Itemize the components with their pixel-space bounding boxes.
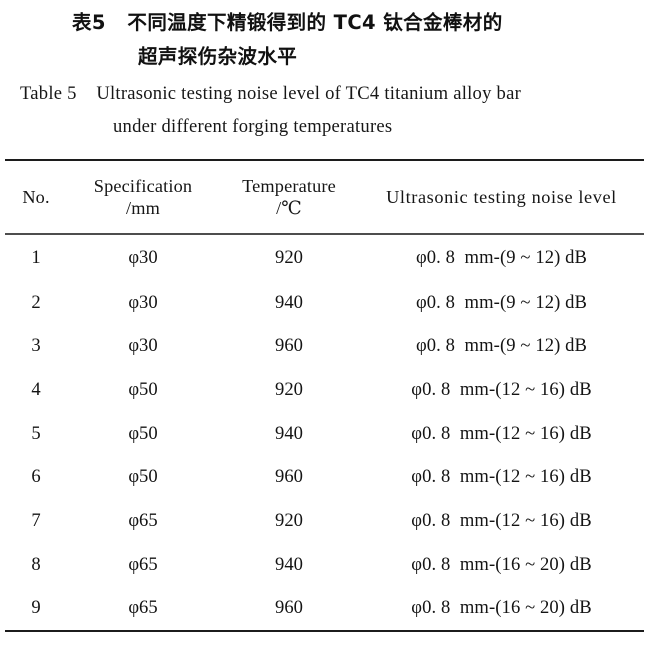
cell-spec: φ30 — [128, 335, 158, 357]
cell-spec: φ50 — [128, 379, 158, 400]
table-header-rule — [5, 233, 644, 235]
caption-english-line-2: under different forging temperatures — [113, 116, 393, 137]
cell-no: 4 — [31, 379, 41, 400]
cell-noise: φ0. 8 mm-(16 ~ 20) dB — [411, 553, 592, 575]
ultrasonic-noise-table: No. Specification /mm Temperature /℃ Ult… — [5, 161, 644, 233]
table-row: 6 φ50 960 φ0. 8 mm-(12 ~ 16) dB — [5, 456, 644, 500]
cell-noise: φ0. 8 mm-(12 ~ 16) dB — [411, 379, 592, 400]
cell-spec: φ65 — [128, 510, 158, 532]
table-body: 1 φ30 920 φ0. 8 mm-(9 ~ 12) dB 2 φ30 940 φ0. 8 … — [5, 235, 644, 631]
cell-no: 6 — [31, 466, 41, 488]
cell-spec: φ30 — [128, 291, 158, 313]
column-header-specification-unit: /mm — [126, 198, 160, 219]
table-row: 5 φ50 940 φ0. 8 mm-(12 ~ 16) dB — [5, 412, 644, 456]
table-row: 4 φ50 920 φ0. 8 mm-(12 ~ 16) dB — [5, 368, 644, 412]
cell-no: 2 — [31, 291, 41, 313]
column-header-specification-label: Specification — [93, 175, 193, 196]
cell-temp: 960 — [275, 335, 303, 357]
cell-no: 9 — [31, 597, 41, 619]
data-table: No. Specification /mm Temperature /℃ Ult… — [5, 159, 644, 633]
cell-spec: φ50 — [128, 422, 158, 444]
column-header-temperature-label: Temperature — [242, 175, 336, 196]
cell-no: 1 — [31, 246, 41, 268]
header-row: No. Specification /mm Temperature /℃ Ult… — [5, 161, 644, 233]
cell-temp: 940 — [275, 291, 303, 313]
cell-no: 7 — [31, 510, 41, 532]
caption-chinese-line-2: 超声探伤杂波水平 — [138, 45, 298, 68]
column-header-noise-level: Ultrasonic testing noise level — [359, 161, 644, 233]
cell-temp: 960 — [275, 466, 303, 488]
column-header-no: No. — [5, 161, 67, 233]
cell-no: 5 — [31, 422, 41, 444]
cell-noise: φ0. 8 mm-(9 ~ 12) dB — [415, 246, 588, 268]
cell-spec: φ65 — [128, 597, 158, 619]
cell-temp: 940 — [275, 422, 303, 444]
table-bottom-rule — [5, 630, 644, 633]
cell-noise: φ0. 8 mm-(12 ~ 16) dB — [411, 510, 592, 532]
table-top-rule — [5, 159, 644, 162]
cell-temp: 920 — [275, 246, 303, 268]
cell-spec: φ30 — [128, 246, 158, 268]
cell-temp: 940 — [275, 553, 303, 575]
table-row: 7 φ65 920 φ0. 8 mm-(12 ~ 16) dB — [5, 499, 644, 543]
cell-temp: 960 — [275, 597, 303, 619]
cell-noise: φ0. 8 mm-(16 ~ 20) dB — [411, 597, 592, 619]
cell-no: 3 — [31, 335, 41, 357]
cell-noise: φ0. 8 mm-(12 ~ 16) dB — [411, 466, 592, 488]
cell-no: 8 — [31, 553, 41, 575]
cell-noise: φ0. 8 mm-(9 ~ 12) dB — [415, 291, 588, 313]
caption-english-line-1: Table 5 Ultrasonic testing noise level o… — [20, 83, 522, 104]
cell-temp: 920 — [275, 379, 303, 400]
cell-temp: 920 — [275, 510, 303, 532]
caption-chinese-line-1: 表5 不同温度下精锻得到的 TC4 钛合金棒材的 — [72, 11, 503, 34]
cell-noise: φ0. 8 mm-(9 ~ 12) dB — [415, 335, 588, 357]
table-row: 3 φ30 960 φ0. 8 mm-(9 ~ 12) dB — [5, 324, 644, 368]
cell-noise: φ0. 8 mm-(12 ~ 16) dB — [411, 422, 592, 444]
column-header-noise-level-label: Ultrasonic testing noise level — [386, 187, 617, 208]
cell-spec: φ50 — [128, 466, 158, 488]
table-row: 2 φ30 940 φ0. 8 mm-(9 ~ 12) dB — [5, 281, 644, 325]
column-header-temperature: Temperature /℃ — [219, 161, 359, 233]
table-header: No. Specification /mm Temperature /℃ Ult… — [5, 161, 644, 233]
table-row: 1 φ30 920 φ0. 8 mm-(9 ~ 12) dB — [5, 235, 644, 281]
ultrasonic-noise-table-body: 1 φ30 920 φ0. 8 mm-(9 ~ 12) dB 2 φ30 940 φ0. 8 … — [5, 235, 644, 631]
column-header-no-label: No. — [22, 187, 50, 208]
table-row: 9 φ65 960 φ0. 8 mm-(16 ~ 20) dB — [5, 587, 644, 631]
table-row: 8 φ65 940 φ0. 8 mm-(16 ~ 20) dB — [5, 543, 644, 587]
column-header-temperature-unit: /℃ — [276, 198, 302, 219]
cell-spec: φ65 — [128, 553, 158, 575]
column-header-specification: Specification /mm — [67, 161, 219, 233]
